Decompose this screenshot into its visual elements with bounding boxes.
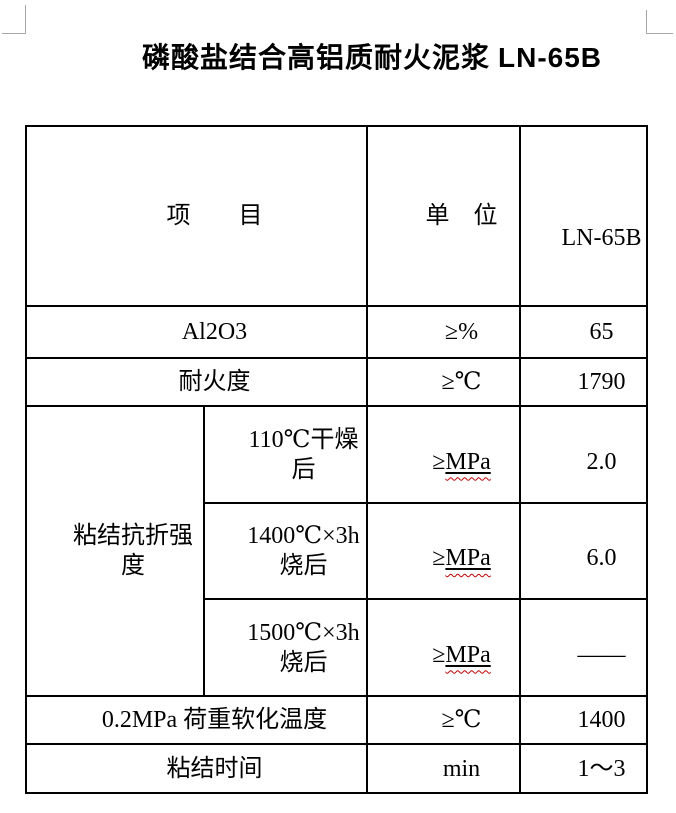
page-margin-mark-top-right: [646, 10, 673, 34]
value-cell: 1400: [519, 695, 648, 745]
value-cell: ——: [519, 598, 648, 697]
title-chinese-text: 磷酸盐结合高铝质耐火泥浆: [141, 43, 490, 74]
document-title: 磷酸盐结合高铝质耐火泥浆 LN-65B: [0, 36, 676, 76]
unit-cell: ≥℃: [366, 357, 521, 407]
header-item-cell: 项 目: [25, 125, 368, 307]
unit-word-misspell: MPa: [445, 448, 491, 475]
unit-cell: min: [366, 743, 521, 794]
condition-cell: 1500℃×3h 烧后: [203, 598, 368, 697]
gte-symbol: ≥: [432, 641, 446, 668]
unit-cell: ≥MPa: [366, 405, 521, 504]
unit-word-misspell: MPa: [445, 545, 491, 571]
table-row: 1500℃×3h 烧后 ≥MPa ——: [26, 598, 648, 697]
gte-symbol: ≥: [432, 545, 446, 571]
condition-line2: 烧后: [279, 649, 328, 676]
condition-line1: 1400℃×3h: [247, 523, 360, 549]
condition-line2: 后: [291, 456, 316, 483]
gte-symbol: ≥: [432, 448, 446, 475]
table-header-row: 项 目 单 位 LN-65B: [25, 125, 648, 307]
table-row: 1400℃×3h 烧后 ≥MPa 6.0: [26, 502, 648, 600]
condition-cell: 110℃干燥 后: [203, 405, 368, 504]
header-grade-cell: LN-65B: [519, 125, 648, 307]
unit-cell: ≥MPa: [366, 598, 521, 697]
condition-line1: 1500℃×3h: [247, 619, 360, 646]
item-cell: 0.2MPa 荷重软化温度: [25, 695, 368, 745]
value-cell: 2.0: [519, 405, 648, 504]
item-cell: Al2O3: [25, 305, 368, 359]
unit-cell: ≥MPa: [366, 502, 521, 600]
header-unit-cell: 单 位: [366, 125, 521, 307]
table-row: Al2O3 ≥% 65: [25, 305, 648, 359]
condition-line1: 110℃干燥: [248, 426, 359, 453]
spec-table: 项 目 单 位 LN-65B Al2O3 ≥% 65 耐火度 ≥℃ 1790 粘…: [25, 125, 648, 794]
grade-label: LN-65B: [561, 225, 642, 251]
unit-word-misspell: MPa: [445, 641, 491, 668]
page-margin-mark-top-left: [2, 5, 26, 34]
table-row: 粘结抗折强度 110℃干燥 后 ≥MPa 2.0: [25, 405, 648, 697]
table-row: 耐火度 ≥℃ 1790: [25, 357, 648, 407]
table-row: 粘结时间 min 1～3: [25, 743, 648, 794]
item-cell: 粘结时间: [25, 743, 368, 794]
value-cell: 6.0: [519, 502, 648, 600]
value-cell: 1～3: [519, 743, 648, 794]
group-label-cell: 粘结抗折强度: [25, 405, 205, 697]
table-row: 0.2MPa 荷重软化温度 ≥℃ 1400: [25, 695, 648, 745]
title-grade-code: LN-65B: [498, 42, 603, 73]
value-cell: 65: [519, 305, 648, 359]
value-cell: 1790: [519, 357, 648, 407]
condition-cell: 1400℃×3h 烧后: [203, 502, 368, 600]
condition-line2: 烧后: [279, 553, 328, 579]
unit-cell: ≥%: [366, 305, 521, 359]
item-cell: 耐火度: [25, 357, 368, 407]
unit-cell: ≥℃: [366, 695, 521, 745]
